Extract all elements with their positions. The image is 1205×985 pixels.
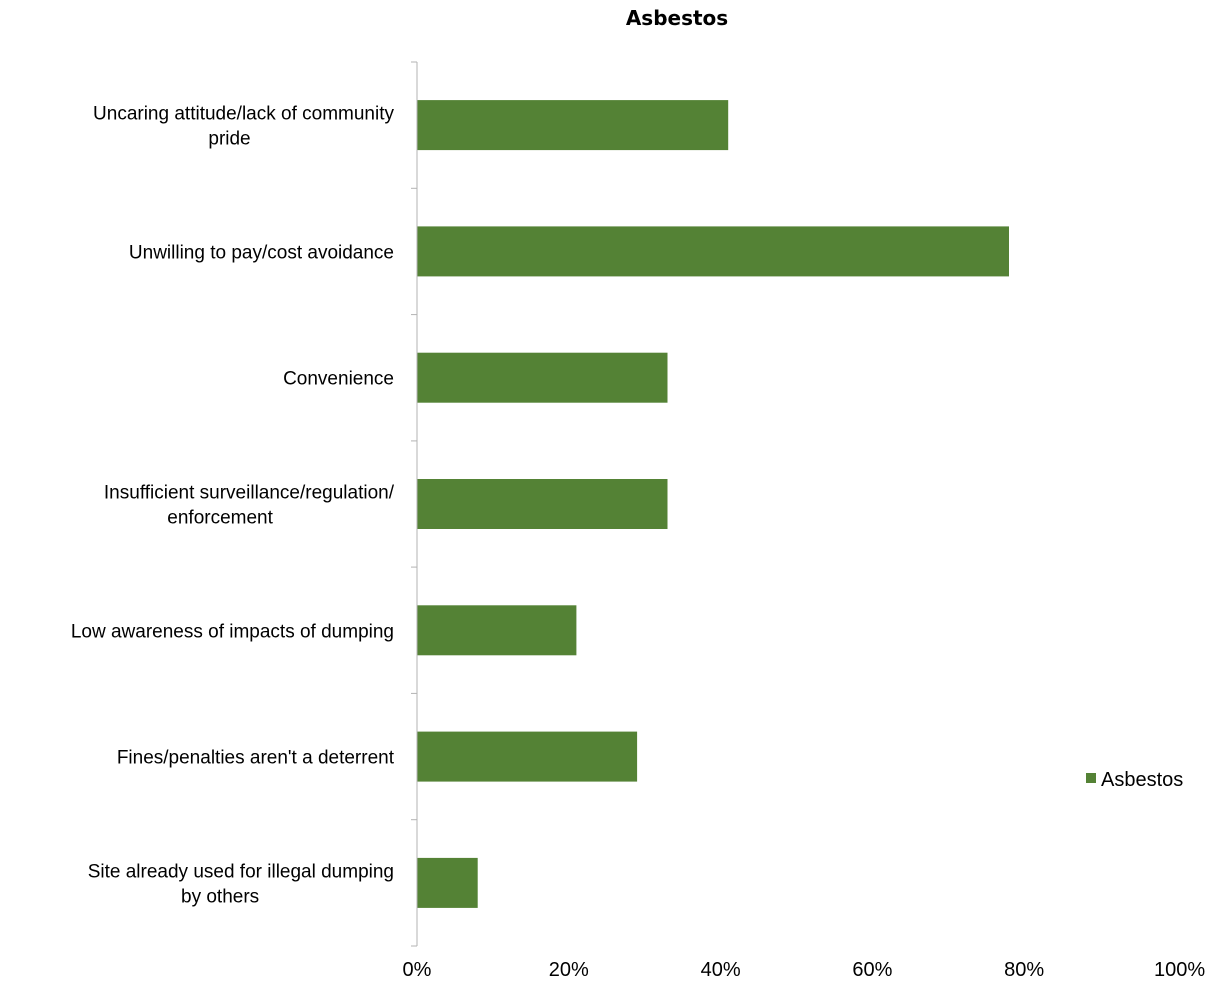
category-label: Fines/penalties aren't a deterrent: [117, 748, 395, 769]
category-label: by others: [181, 886, 259, 907]
x-tick-label: 20%: [549, 959, 589, 980]
legend-label: Asbestos: [1101, 769, 1183, 791]
plot-area: Uncaring attitude/lack of community pride…: [71, 61, 1205, 981]
bar: [417, 100, 729, 151]
category-label: Unwilling to pay/cost avoidance: [129, 242, 394, 263]
x-tick-label: 0%: [403, 959, 432, 980]
legend: Asbestos: [1086, 769, 1183, 791]
bar: [417, 605, 577, 656]
legend-swatch: [1086, 773, 1096, 783]
bar: [417, 352, 668, 403]
category-label: Uncaring attitude/lack of community: [93, 104, 394, 125]
x-tick-label: 60%: [852, 959, 892, 980]
x-tick-label: 40%: [701, 959, 741, 980]
category-label: Low awareness of impacts of dumping: [71, 621, 394, 642]
x-tick-label: 100%: [1154, 959, 1205, 980]
bar: [417, 226, 1009, 277]
category-label: Insufficient surveillance/regulation/: [104, 483, 395, 504]
category-label: enforcement: [167, 508, 273, 529]
chart-title: Asbestos: [626, 6, 728, 30]
bar: [417, 479, 668, 529]
category-label: pride: [208, 129, 250, 150]
category-label: Site already used for illegal dumping: [88, 861, 394, 882]
bar: [417, 857, 478, 908]
x-tick-label: 80%: [1004, 959, 1044, 980]
category-label: Convenience: [283, 369, 394, 390]
bar: [417, 731, 638, 782]
